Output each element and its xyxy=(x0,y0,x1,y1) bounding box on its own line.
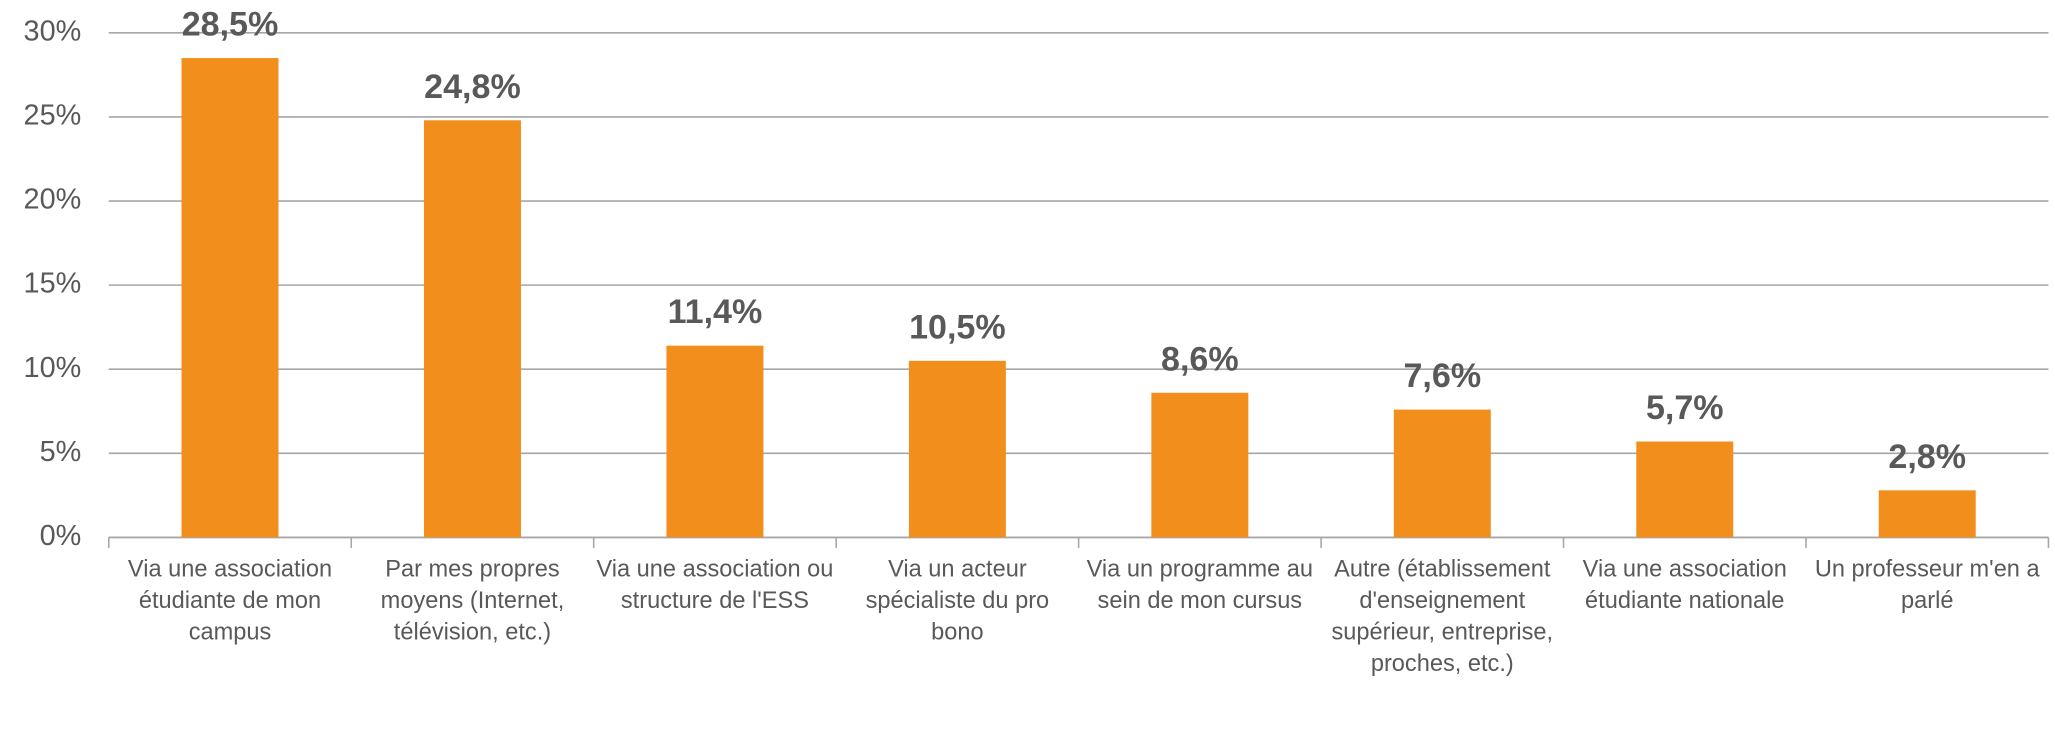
x-tick-label: Via un acteur spécialiste du pro bono xyxy=(865,555,1050,645)
x-tick-label: Par mes propres moyens (Internet, télévi… xyxy=(380,555,565,645)
x-tick-label-box: Par mes propres moyens (Internet, télévi… xyxy=(380,555,565,645)
y-tick-label: 5% xyxy=(40,436,82,468)
x-tick-label: Via une association étudiante nationale xyxy=(1582,555,1787,614)
y-tick-label: 20% xyxy=(24,184,82,216)
x-tick-label: Via une association étudiante de mon cam… xyxy=(127,555,333,645)
value-label: 8,6% xyxy=(1161,340,1239,378)
y-tick-label: 10% xyxy=(24,352,82,384)
x-tick-label-box: Via une association étudiante de mon cam… xyxy=(127,555,333,645)
x-tick-label-box: Autre (établissement d'enseignement supé… xyxy=(1331,555,1554,677)
value-label: 24,8% xyxy=(424,68,521,106)
bar xyxy=(423,120,521,538)
bar xyxy=(1393,409,1491,538)
x-tick-label: Via un programme au sein de mon cursus xyxy=(1086,555,1314,614)
x-tick-label-box: Via un acteur spécialiste du pro bono xyxy=(865,555,1050,645)
y-tick-label: 15% xyxy=(24,268,82,300)
bar xyxy=(666,345,764,538)
y-tick-label: 25% xyxy=(24,100,82,132)
y-tick-label: 30% xyxy=(24,15,82,47)
value-label: 28,5% xyxy=(182,6,279,44)
x-tick-label-box: Via un programme au sein de mon cursus xyxy=(1086,555,1314,614)
x-tick-label: Un professeur m'en a parlé xyxy=(1814,555,2040,614)
x-tick-label: Via une association ou structure de l'ES… xyxy=(596,555,834,614)
x-tick-label-box: Via une association ou structure de l'ES… xyxy=(596,555,834,614)
bar xyxy=(1878,490,1976,538)
x-tick-label-box: Un professeur m'en a parlé xyxy=(1814,555,2040,614)
value-label: 11,4% xyxy=(668,293,763,331)
bar xyxy=(181,58,279,538)
value-label: 5,7% xyxy=(1646,389,1724,427)
x-tick-label: Autre (établissement d'enseignement supé… xyxy=(1331,555,1554,677)
x-tick-label-box: Via une association étudiante nationale xyxy=(1582,555,1787,614)
bar xyxy=(1636,441,1734,538)
bar xyxy=(908,360,1006,538)
value-label: 2,8% xyxy=(1888,438,1966,476)
value-label: 7,6% xyxy=(1403,357,1481,395)
value-label: 10,5% xyxy=(909,308,1006,346)
y-tick-label: 0% xyxy=(40,520,82,552)
bar xyxy=(1151,392,1249,538)
